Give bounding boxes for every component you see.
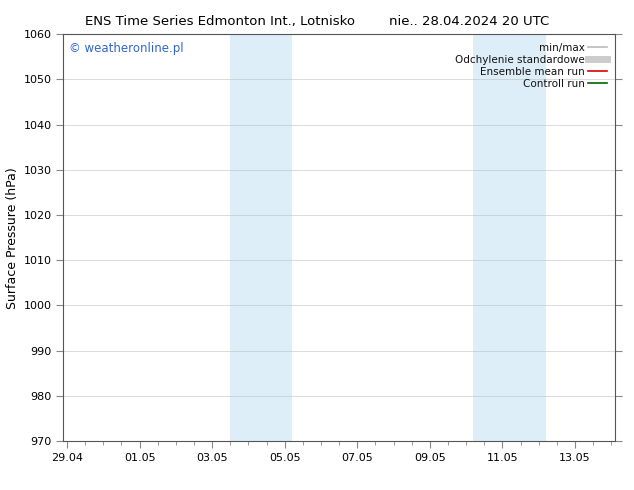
Y-axis label: Surface Pressure (hPa): Surface Pressure (hPa)	[6, 167, 19, 309]
Legend: min/max, Odchylenie standardowe, Ensemble mean run, Controll run: min/max, Odchylenie standardowe, Ensembl…	[452, 40, 610, 92]
Bar	[474, 34, 546, 441]
Text: © weatheronline.pl: © weatheronline.pl	[69, 43, 183, 55]
Text: ENS Time Series Edmonton Int., Lotnisko        nie.. 28.04.2024 20 UTC: ENS Time Series Edmonton Int., Lotnisko …	[85, 15, 549, 28]
Bar	[230, 34, 292, 441]
